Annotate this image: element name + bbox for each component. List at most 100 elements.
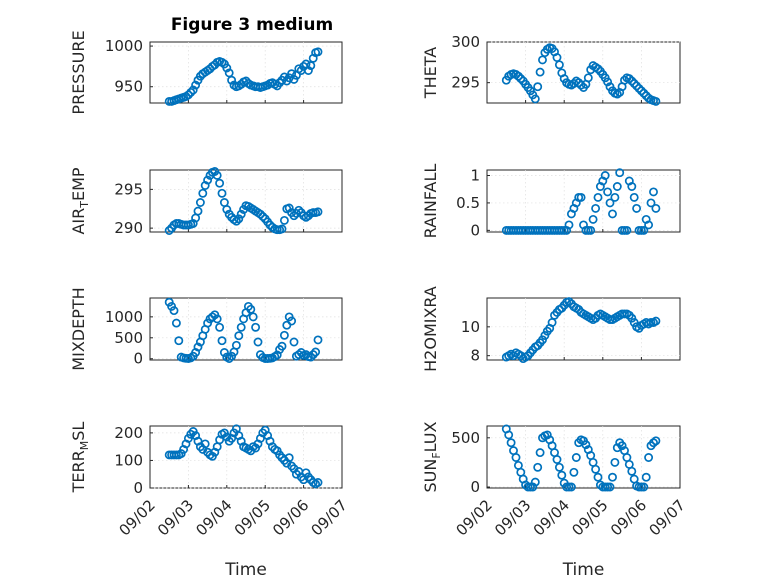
- data-point: [516, 74, 526, 84]
- data-point: [554, 60, 564, 70]
- data-point: [540, 331, 550, 340]
- data-point: [646, 198, 656, 208]
- data-point: [277, 341, 287, 351]
- data-point: [193, 342, 203, 352]
- data-point: [284, 203, 294, 213]
- data-point: [236, 322, 246, 332]
- data-point: [212, 314, 222, 324]
- data-point: [530, 94, 540, 104]
- y-axis-label: TERRMSL: [69, 422, 91, 494]
- data-point: [217, 188, 227, 198]
- y-axis-label-main: MIXDEPTH: [69, 287, 88, 370]
- y-axis-label-rest: EMP: [69, 167, 88, 201]
- data-point: [571, 453, 581, 462]
- x-tick-label: 09/07: [308, 496, 351, 539]
- y-tick-label: 300: [451, 33, 480, 51]
- y-tick-label: 100: [114, 451, 143, 469]
- y-axis-label: H2OMIXRA: [421, 286, 440, 372]
- data-point: [649, 187, 658, 197]
- data-point: [603, 77, 613, 87]
- x-tick-label: 09/07: [646, 496, 689, 539]
- data-point: [169, 306, 179, 316]
- data-point: [284, 453, 294, 463]
- data-point: [627, 466, 637, 476]
- data-point: [651, 203, 661, 213]
- data-point: [627, 313, 637, 323]
- plot-area: [486, 425, 681, 489]
- data-point: [255, 209, 265, 219]
- plot-area: [486, 297, 681, 361]
- data-point: [231, 340, 241, 350]
- data-point: [605, 482, 615, 492]
- data-point: [198, 188, 208, 198]
- data-point: [612, 443, 622, 453]
- data-point: [303, 66, 313, 75]
- data-point: [215, 178, 225, 188]
- y-tick-label: 295: [114, 180, 143, 198]
- data-point: [217, 336, 227, 346]
- data-point: [566, 482, 576, 492]
- data-point: [530, 477, 540, 487]
- x-tick-label: 09/03: [491, 496, 534, 539]
- y-axis-label-subscript: F: [430, 452, 443, 458]
- data-point: [600, 171, 610, 180]
- data-point: [593, 472, 603, 482]
- x-tick-label: 09/05: [568, 496, 611, 539]
- y-tick-label: 500: [451, 429, 480, 447]
- data-point: [552, 455, 562, 464]
- y-axis-label-rest: SL: [69, 422, 88, 441]
- data-point: [313, 207, 323, 217]
- subplot: 8 10 H2OMIXRA: [421, 286, 681, 372]
- data-point: [311, 347, 321, 357]
- data-point: [651, 436, 661, 446]
- data-point: [639, 482, 649, 492]
- data-point: [313, 478, 323, 487]
- y-tick-label: 200: [114, 424, 143, 442]
- data-point: [639, 88, 649, 98]
- y-tick-label: 1000: [105, 37, 143, 55]
- data-point: [224, 354, 234, 363]
- y-axis-label: SUNFLUX: [421, 421, 443, 492]
- data-point: [511, 453, 521, 462]
- data-point: [627, 76, 637, 86]
- data-point: [171, 318, 181, 328]
- y-axis-label-main: PRESSURE: [69, 30, 88, 114]
- x-tick-label: 09/03: [154, 496, 197, 539]
- data-point: [174, 336, 184, 346]
- data-point: [639, 225, 649, 235]
- data-point: [504, 430, 514, 440]
- data-point: [615, 168, 625, 178]
- data-point: [215, 322, 225, 332]
- data-point: [622, 225, 632, 235]
- y-tick-label: 295: [451, 74, 480, 92]
- data-point: [535, 67, 545, 77]
- data-point: [513, 71, 523, 81]
- y-axis-label: THETA: [421, 47, 440, 99]
- x-tick-label: 09/02: [116, 496, 159, 539]
- data-point: [234, 331, 244, 341]
- y-axis-label-rest: LUX: [421, 421, 440, 452]
- y-tick-label: 950: [114, 78, 143, 96]
- data-point: [287, 316, 297, 326]
- data-point: [248, 312, 258, 322]
- subplot: 950 1000 PRESSURE: [69, 30, 343, 115]
- y-axis-label-subscript: M: [78, 441, 91, 451]
- data-point: [253, 337, 263, 347]
- data-point: [617, 441, 627, 451]
- data-point: [644, 453, 654, 462]
- x-axis-label: Time: [562, 560, 605, 580]
- data-point: [603, 187, 613, 197]
- subplot: 0 500 1000 MIXDEPTH: [69, 287, 343, 371]
- data-point: [533, 462, 543, 472]
- data-point: [203, 175, 213, 185]
- data-point: [294, 205, 304, 215]
- data-point: [231, 216, 241, 226]
- data-point: [289, 211, 299, 221]
- data-point: [629, 318, 639, 327]
- y-axis-label-subscript: T: [78, 201, 91, 209]
- data-point: [506, 438, 516, 448]
- data-point: [588, 214, 598, 224]
- y-axis-label-main: TERR: [69, 450, 88, 493]
- data-point: [186, 87, 196, 97]
